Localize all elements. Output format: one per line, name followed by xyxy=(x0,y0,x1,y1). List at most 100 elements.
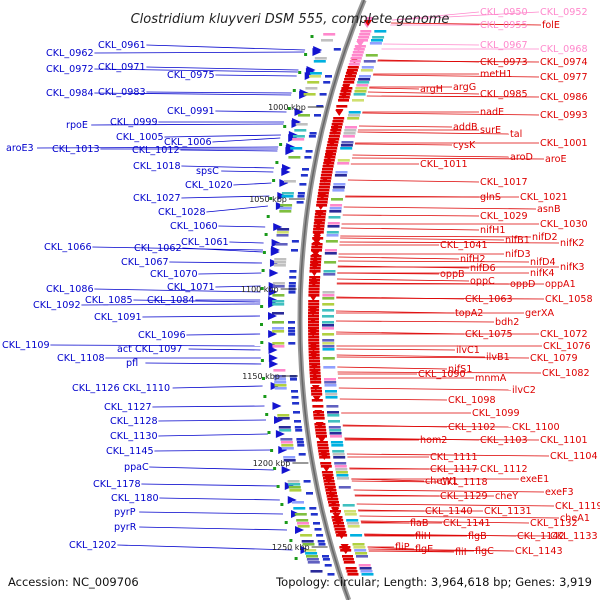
feature-band-forward xyxy=(328,504,340,507)
feature-band-reverse-function xyxy=(272,303,285,306)
gene-label-right: CKL_1101 xyxy=(540,435,588,446)
feature-band-function xyxy=(322,357,335,360)
callout-line-left xyxy=(50,344,261,347)
feature-band-reverse-function xyxy=(281,195,294,198)
feature-band-forward xyxy=(345,75,356,78)
feature-band-forward xyxy=(338,99,349,102)
gene-label-right: CKL_1082 xyxy=(542,368,590,379)
gene-label-left: CKL_1108 xyxy=(57,353,105,364)
right-gene-labels: CKL_0950 CKL_0952 CKL_0955 folE CKL_0967 CKL_… xyxy=(395,7,600,558)
callout-line-right xyxy=(367,91,480,95)
feature-band-function xyxy=(340,144,353,147)
callout-line-right xyxy=(337,265,470,269)
callout-line-left xyxy=(152,405,265,408)
feature-band-reverse xyxy=(310,513,318,516)
callout-line-right xyxy=(358,125,453,128)
gene-label-right: CKL_1063 xyxy=(465,294,513,305)
feature-band-forward xyxy=(324,156,336,159)
feature-band-function xyxy=(322,342,335,345)
feature-band-reverse xyxy=(298,453,306,456)
callout-line-left xyxy=(172,385,263,389)
feature-band-reverse-function xyxy=(288,486,301,489)
feature-band-function xyxy=(353,93,366,96)
callout-line-left xyxy=(158,419,267,422)
feature-band-forward xyxy=(309,369,321,372)
feature-band-reverse xyxy=(306,492,313,495)
feature-band-reverse-function xyxy=(272,342,285,345)
gene-arrow-left xyxy=(287,496,297,504)
feature-band-function xyxy=(344,129,357,132)
feature-band-function xyxy=(335,468,348,471)
feature-band-function xyxy=(360,570,373,573)
feature-band-forward xyxy=(347,573,359,576)
feature-band-function xyxy=(326,231,339,234)
feature-band-reverse-function xyxy=(297,522,309,525)
feature-band-forward xyxy=(340,90,352,93)
feature-band-function xyxy=(326,234,339,237)
gene-label-left: CKL_1084 xyxy=(147,295,195,306)
kbp-label: 1200 kbp xyxy=(253,459,291,468)
cds-marker xyxy=(275,161,279,164)
feature-band-forward xyxy=(343,561,355,564)
gene-label-left: pyrP xyxy=(114,507,136,518)
feature-band-forward xyxy=(309,267,321,270)
feature-band-function xyxy=(332,189,345,192)
feature-band-function xyxy=(332,453,345,456)
feature-band-reverse xyxy=(300,174,308,177)
feature-band-forward xyxy=(308,303,320,306)
gene-label-right: cheY xyxy=(495,491,518,502)
gene-label-right: nifD3 xyxy=(505,249,531,260)
feature-band-reverse xyxy=(302,168,309,171)
callout-line-left xyxy=(212,137,281,143)
feature-band-forward xyxy=(314,213,326,216)
gene-label-left: CKL_1071 xyxy=(167,282,215,293)
feature-band-reverse-function xyxy=(283,180,296,183)
feature-band-forward xyxy=(313,414,325,417)
callout-line-right xyxy=(360,520,530,524)
genome-summary-text: Topology: circular; Length: 3,964,618 bp… xyxy=(275,575,592,589)
gene-label-left: spsC xyxy=(196,166,219,177)
feature-band-forward xyxy=(325,150,337,153)
gene-label-right: CKL_0993 xyxy=(540,110,588,121)
backbone-ring xyxy=(297,0,367,600)
feature-band-reverse-function xyxy=(272,282,285,285)
feature-band-function xyxy=(322,309,335,312)
cds-marker xyxy=(272,179,276,182)
feature-band-forward xyxy=(308,288,320,291)
gene-label-left: CKL_0983 xyxy=(98,87,146,98)
feature-band-forward xyxy=(308,294,320,297)
callout-line-right xyxy=(353,489,545,493)
gene-label-right: asnB xyxy=(537,204,561,215)
callout-line-right xyxy=(366,95,540,98)
gene-label-right: CKL_1104 xyxy=(550,451,598,462)
gene-label-right: oppB xyxy=(440,269,465,280)
feature-band-forward xyxy=(308,345,320,348)
feature-band-reverse xyxy=(316,534,324,537)
feature-band-forward xyxy=(308,282,320,285)
feature-band-reverse-function xyxy=(310,570,323,573)
feature-band-reverse-function xyxy=(273,375,286,378)
feature-band-forward xyxy=(342,558,354,561)
feature-band-forward xyxy=(350,57,362,60)
feature-band-forward xyxy=(314,423,326,426)
feature-band-forward xyxy=(357,39,368,42)
gene-arrow-left xyxy=(294,108,304,116)
feature-band-forward xyxy=(308,285,320,288)
callout-line-left xyxy=(198,272,262,275)
feature-band-forward xyxy=(330,129,342,132)
feature-band-function xyxy=(347,522,359,525)
feature-band-reverse xyxy=(291,240,299,243)
callout-line-left xyxy=(139,511,284,515)
feature-band-function xyxy=(359,75,371,78)
feature-band-function xyxy=(327,225,340,228)
feature-band-reverse-function xyxy=(272,294,285,297)
feature-band-function xyxy=(365,54,378,57)
gene-label-right: flgE xyxy=(415,544,433,555)
gene-label-right: CKL_1119 xyxy=(555,501,600,512)
gene-label-right: flgB xyxy=(468,531,487,542)
feature-band-forward xyxy=(315,432,327,435)
feature-band-reverse-function xyxy=(272,285,285,288)
feature-band-function xyxy=(330,204,343,207)
feature-band-reverse-function xyxy=(300,534,313,537)
